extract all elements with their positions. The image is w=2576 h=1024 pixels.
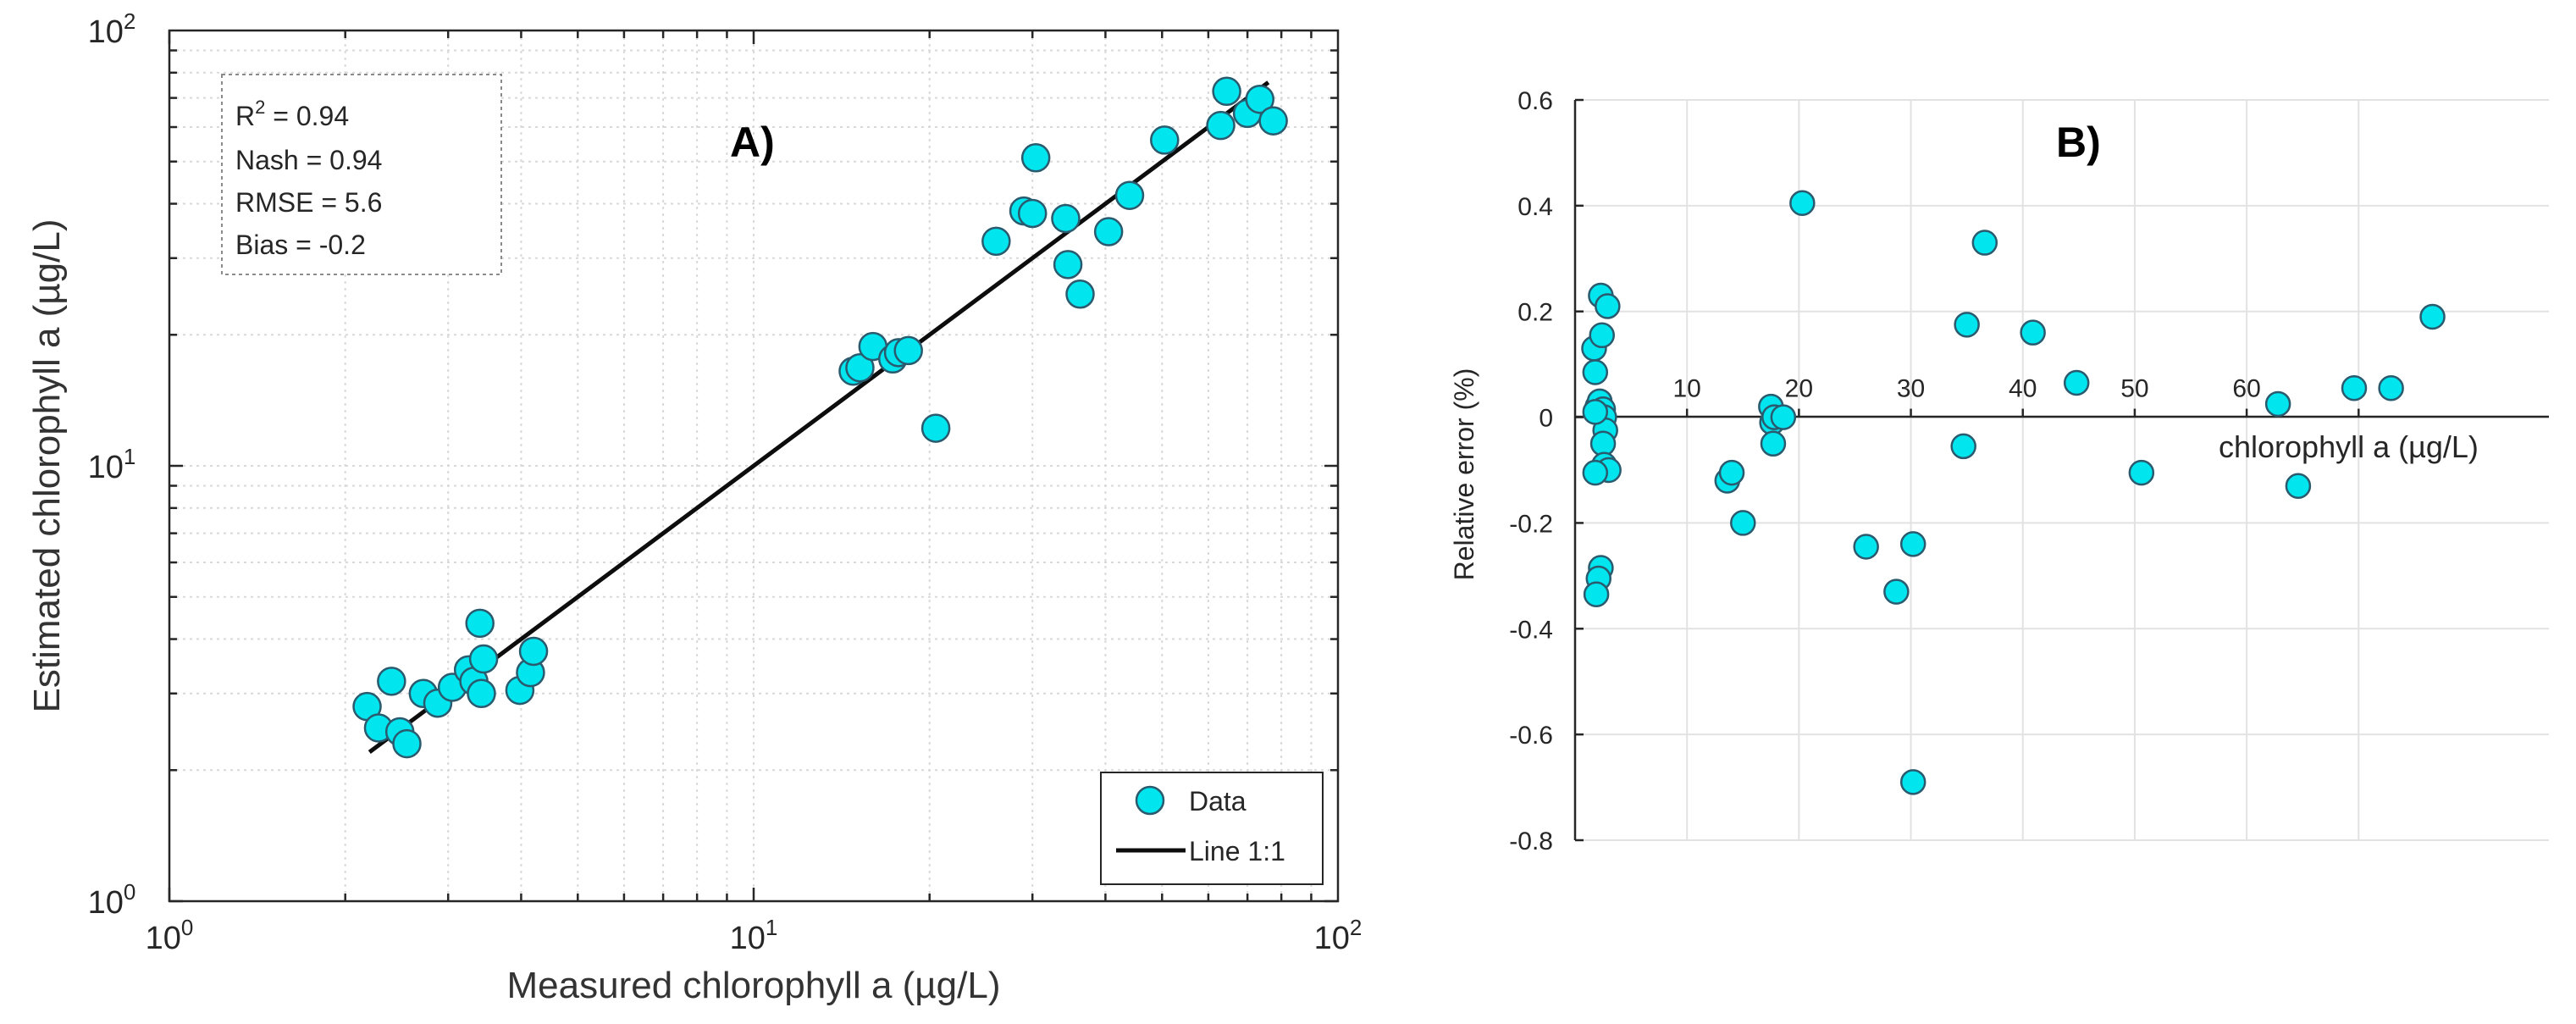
stats-r2: R2 = 0.94 (235, 97, 349, 131)
panel-a-x-axis-label: Measured chlorophyll a (µg/L) (507, 965, 1001, 1006)
data-point (845, 352, 875, 383)
legend-line-label: Line 1:1 (1189, 836, 1285, 866)
data-point (2378, 374, 2404, 401)
data-point (468, 644, 499, 674)
panel-b-label: B) (2056, 119, 2101, 166)
x-tick-label: 60 (2232, 375, 2260, 403)
y-tick-label: 101 (88, 444, 136, 485)
panel-b-data-points (1581, 190, 2446, 795)
data-point (1206, 110, 1235, 141)
panel-b-x-axis-label: chlorophyll a (µg/L) (2219, 429, 2479, 464)
x-tick-label: 20 (1785, 375, 1813, 403)
panel-b-ticks: 10203040506000.60.40.20-0.2-0.4-0.6-0.8 (1509, 87, 2365, 855)
data-point (1760, 430, 1787, 457)
data-point (1150, 125, 1180, 155)
y-tick-label: -0.2 (1509, 510, 1553, 538)
panel-a-ticks: 100 101 102 100 101 102 (88, 8, 1363, 956)
data-point (1883, 578, 1910, 605)
data-point (1971, 230, 1998, 256)
data-point (981, 226, 1011, 257)
data-point (1718, 459, 1745, 486)
y-tick-label: 0.4 (1517, 193, 1553, 221)
panel-a-data-points (352, 76, 1288, 759)
data-point (1065, 280, 1095, 309)
y-tick-label: 102 (88, 8, 136, 50)
stats-rmse: RMSE = 5.6 (235, 187, 382, 218)
data-point (1051, 203, 1081, 234)
x-tick-label: 100 (146, 915, 194, 956)
y-tick-label: -0.8 (1509, 828, 1553, 855)
data-point (1789, 190, 1816, 216)
panel-a-legend: Data Line 1:1 (1100, 772, 1324, 885)
data-point (2128, 459, 2155, 486)
data-point (467, 678, 496, 709)
data-point (1899, 769, 1926, 795)
data-point (1730, 510, 1756, 536)
data-point (1595, 293, 1621, 319)
data-point (1114, 180, 1145, 210)
y-tick-label: 0.6 (1517, 87, 1553, 115)
stats-bias: Bias = -0.2 (235, 230, 366, 260)
panel-a: 100 101 102 100 101 102 R2 = 0.94 Nash = 0.94… (26, 8, 1363, 1006)
y-tick-label: -0.4 (1509, 616, 1553, 644)
data-point (1582, 459, 1609, 486)
stats-box: R2 = 0.94 Nash = 0.94 RMSE = 5.6 Bias = … (221, 74, 502, 275)
data-point (1582, 359, 1609, 385)
x-tick-label: 101 (730, 915, 778, 956)
data-point (392, 728, 422, 759)
data-point (2020, 319, 2046, 346)
data-point (2063, 369, 2090, 396)
panel-a-label: A) (730, 119, 775, 166)
x-tick-label: 40 (2009, 375, 2037, 403)
data-point (2285, 473, 2312, 499)
data-point (1258, 106, 1288, 136)
stats-nash: Nash = 0.94 (235, 145, 382, 175)
data-point (2419, 303, 2446, 330)
legend-data-label: Data (1189, 786, 1247, 816)
data-point (1245, 84, 1274, 114)
panel-b: 10203040506000.60.40.20-0.2-0.4-0.6-0.8 … (1449, 87, 2549, 855)
data-point (1053, 250, 1083, 280)
data-point (1853, 534, 1879, 560)
data-point (465, 608, 495, 639)
data-point (1093, 217, 1124, 246)
data-point (2341, 374, 2368, 401)
y-tick-label: 0.2 (1517, 299, 1553, 327)
data-point (920, 413, 951, 443)
data-point (2264, 390, 2291, 418)
x-tick-label: 30 (1897, 375, 1925, 403)
x-tick-label: 10 (1672, 375, 1700, 403)
y-tick-label: -0.6 (1509, 722, 1553, 750)
panel-b-y-axis-label: Relative error (%) (1449, 368, 1479, 581)
data-point (1770, 404, 1797, 430)
y-tick-label: 100 (88, 879, 136, 921)
data-point (1950, 433, 1976, 460)
data-point (1589, 322, 1615, 349)
data-point (377, 667, 406, 696)
data-point (518, 636, 549, 667)
data-point (1017, 198, 1048, 229)
data-point (1212, 76, 1241, 107)
x-tick-label: 50 (2120, 375, 2148, 403)
data-point (1954, 312, 1980, 338)
data-point (1583, 581, 1610, 607)
data-point (893, 335, 923, 366)
data-point (1020, 143, 1051, 173)
y-tick-label: 0 (1539, 405, 1553, 433)
legend-data-marker (1135, 785, 1165, 816)
data-point (1899, 531, 1926, 557)
data-point (1582, 399, 1609, 425)
panel-a-y-axis-label: Estimated chlorophyll a (µg/L) (26, 219, 68, 713)
x-tick-label: 102 (1314, 915, 1363, 956)
